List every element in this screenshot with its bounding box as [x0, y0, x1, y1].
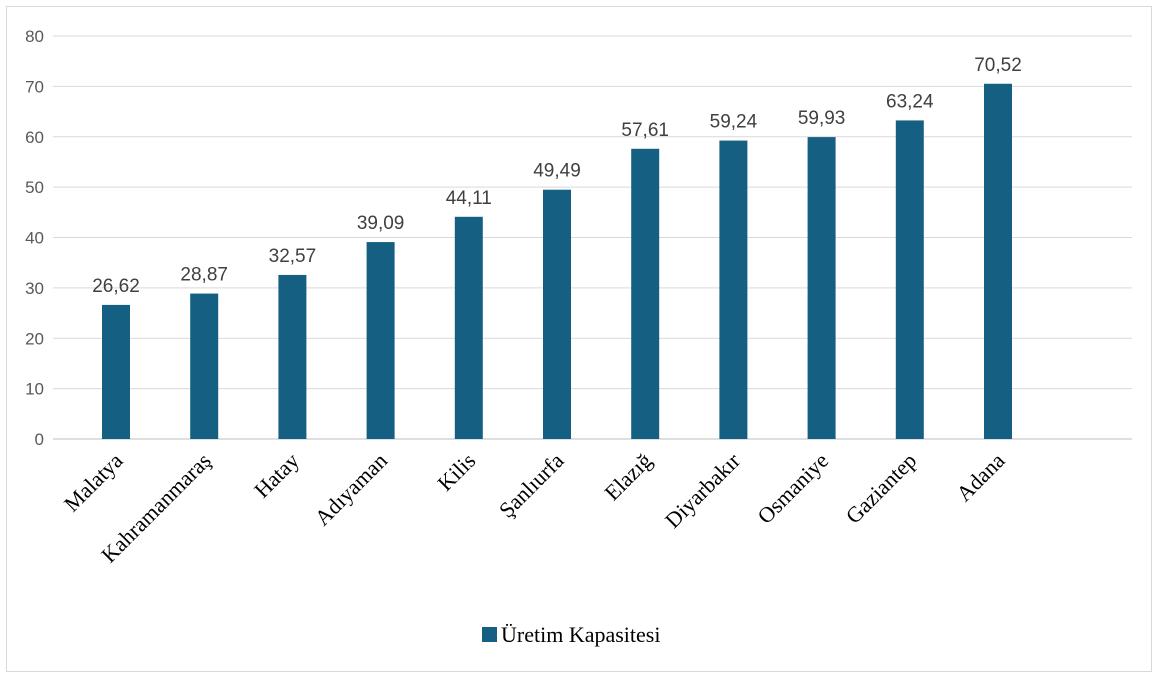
bar-5	[543, 189, 571, 439]
bar-2	[278, 274, 307, 439]
legend: Üretim Kapasitesi	[482, 622, 660, 647]
x-category-label: Osmaniye	[752, 448, 833, 529]
data-labels: 26,62 28,87 32,57 39,09 44,11 49,49 57,61 59,24…	[92, 55, 1022, 297]
bar-3	[366, 242, 395, 439]
data-label: 26,62	[92, 276, 140, 297]
y-tick-label: 40	[25, 229, 44, 248]
data-label: 44,11	[446, 188, 492, 209]
bar-4	[454, 216, 483, 439]
data-label: 59,93	[798, 108, 846, 129]
gridlines	[53, 35, 1132, 440]
data-label: 63,24	[886, 91, 934, 112]
bar-10	[984, 83, 1012, 440]
x-category-label: Hatay	[249, 448, 304, 503]
chart-container: 0 10 20 30 40 50 60 70 80 26,62 28,87 32,57 39,09 44…	[6, 6, 1152, 672]
x-category-label: Malatya	[59, 448, 128, 517]
legend-label: Üretim Kapasitesi	[501, 622, 660, 647]
legend-swatch	[482, 627, 497, 642]
bar-6	[631, 148, 660, 440]
y-axis-ticks: 0 10 20 30 40 50 60 70 80	[25, 27, 44, 449]
bar-0	[102, 304, 130, 439]
x-category-label: Diyarbakır	[660, 447, 746, 533]
data-label: 49,49	[533, 161, 581, 182]
bar-8	[807, 137, 836, 439]
data-label: 57,61	[621, 120, 669, 141]
y-tick-label: 10	[25, 380, 44, 399]
bar-7	[719, 140, 748, 440]
x-category-label: Adıyaman	[310, 448, 392, 530]
y-tick-label: 20	[25, 329, 44, 348]
data-label: 28,87	[180, 265, 228, 286]
x-category-label: Elazığ	[599, 448, 656, 505]
data-label: 59,24	[710, 112, 758, 133]
x-category-label: Kilis	[432, 448, 480, 496]
x-category-label: Gaziantep	[841, 448, 922, 529]
x-category-label: Adana	[951, 448, 1009, 506]
bars	[102, 83, 1012, 440]
y-tick-label: 60	[25, 128, 44, 147]
data-label: 39,09	[357, 213, 405, 234]
x-category-label: Şanlıurfa	[494, 448, 569, 523]
y-tick-label: 50	[25, 178, 44, 197]
y-tick-label: 30	[25, 279, 44, 298]
y-tick-label: 80	[25, 27, 44, 46]
data-label: 32,57	[269, 246, 317, 267]
data-label: 70,52	[974, 55, 1022, 76]
bar-9	[895, 120, 924, 439]
y-tick-label: 70	[25, 77, 44, 96]
bar-1	[190, 293, 219, 439]
bar-chart: 0 10 20 30 40 50 60 70 80 26,62 28,87 32,57 39,09 44…	[25, 27, 1132, 647]
y-tick-label: 0	[35, 430, 44, 449]
